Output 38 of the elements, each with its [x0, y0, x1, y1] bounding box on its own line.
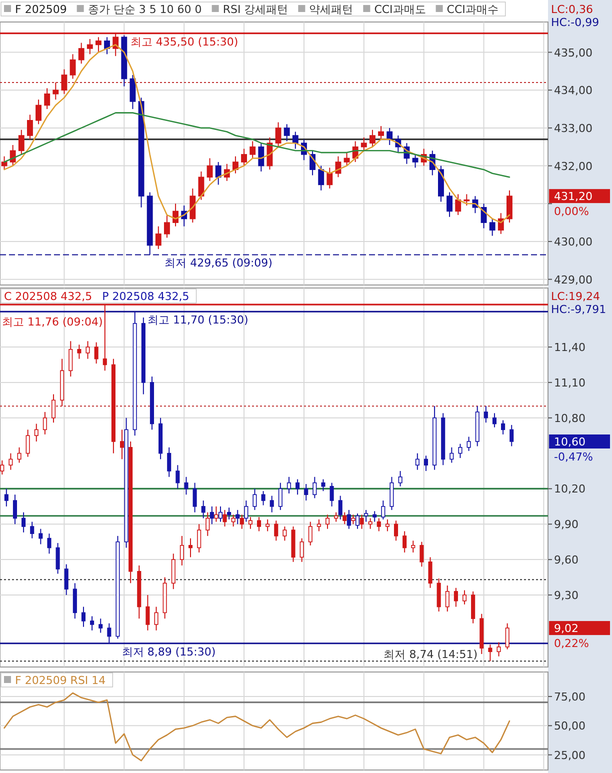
y-tick-label: 75,00	[554, 690, 586, 704]
header: F 202509 종가 단순 3 5 10 60 0 RSI 강세패턴 약세패턴 CCI과매도 CCI과매수	[0, 2, 506, 16]
y-tick-label: 433,00	[554, 122, 592, 135]
text: -0,47%	[554, 450, 593, 464]
line-series	[4, 692, 510, 762]
y-tick-label: 50,00	[554, 720, 586, 733]
y-tick-label: 432,00	[554, 160, 592, 173]
text: 431,20	[554, 190, 592, 204]
y-tick-label: 430,00	[554, 235, 592, 248]
chart-title: F 202509	[15, 3, 67, 16]
ref-line-label: 최고 11,76 (09:04)	[2, 316, 103, 329]
text: HC:-0,99	[551, 16, 600, 29]
text: 0,00%	[554, 205, 589, 218]
y-tick-label: 10,20	[554, 482, 586, 496]
chart-title: F 202509 RSI 14	[15, 674, 106, 687]
y-tick-label: 435,00	[554, 46, 592, 60]
y-tick-label: 9,60	[554, 554, 578, 567]
text: 9,02	[554, 622, 578, 636]
y-tick-label: 10,80	[554, 412, 586, 425]
header: F 202509 RSI 14	[0, 672, 113, 688]
text: 10,60	[554, 435, 586, 448]
text: HC:-9,791	[551, 303, 606, 316]
y-tick-label: 429,00	[554, 273, 592, 286]
ref-line-label: 최저 429,65 (09:09)	[164, 256, 272, 270]
y-tick-label: 434,00	[554, 84, 592, 98]
header: C 202508 432,5 P 202508 432,5	[0, 288, 197, 304]
y-tick-label: 11,10	[554, 376, 586, 390]
text: LC:0,36	[551, 3, 594, 16]
y-tick-label: 9,90	[554, 518, 578, 532]
text: 0,22%	[554, 637, 589, 650]
y-tick-label: 9,30	[554, 588, 578, 602]
ref-line-label: 최저 8,89 (15:30)	[122, 645, 216, 658]
ref-line-label: 최고 435,50 (15:30)	[130, 35, 238, 48]
y-tick-label: 11,40	[554, 341, 586, 354]
ref-line-label: 최고 11,70 (15:30)	[148, 314, 248, 327]
text: LC:19,24	[551, 290, 600, 303]
ref-line-label: 최저 8,74 (14:51)	[384, 648, 478, 662]
y-tick-label: 25,00	[554, 748, 586, 762]
